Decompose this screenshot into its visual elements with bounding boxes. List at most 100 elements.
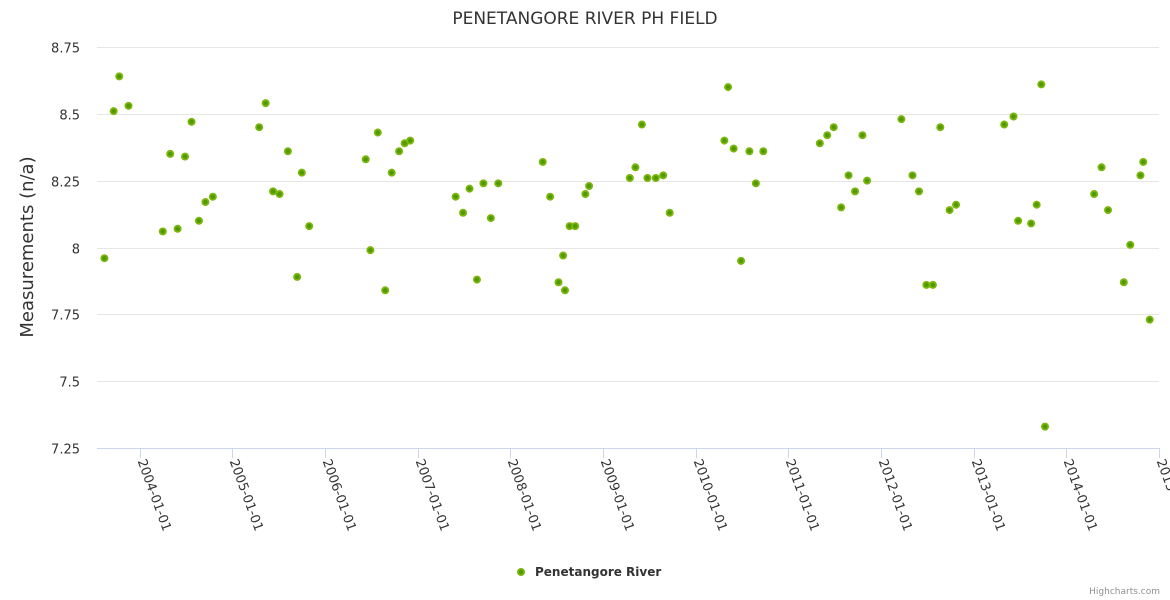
data-point[interactable] (737, 256, 746, 265)
data-point[interactable] (559, 251, 568, 260)
data-point[interactable] (395, 147, 404, 156)
data-point[interactable] (851, 187, 860, 196)
data-point[interactable] (1027, 219, 1036, 228)
data-point[interactable] (745, 147, 754, 156)
data-point[interactable] (381, 286, 390, 295)
data-point-core (160, 229, 165, 234)
data-point[interactable] (565, 222, 574, 231)
credits-link[interactable]: Highcharts.com (1089, 587, 1160, 597)
data-point[interactable] (486, 214, 495, 223)
data-point[interactable] (158, 227, 167, 236)
data-point[interactable] (914, 187, 923, 196)
data-point[interactable] (863, 176, 872, 185)
data-point[interactable] (387, 168, 396, 177)
data-point[interactable] (1139, 157, 1148, 166)
data-point[interactable] (366, 246, 375, 255)
data-point[interactable] (637, 120, 646, 129)
legend[interactable]: Penetangore River (517, 565, 661, 579)
data-point[interactable] (194, 216, 203, 225)
data-point[interactable] (373, 128, 382, 137)
data-point[interactable] (844, 171, 853, 180)
data-point[interactable] (751, 179, 760, 188)
data-point[interactable] (952, 200, 961, 209)
data-point[interactable] (724, 83, 733, 92)
data-point[interactable] (173, 224, 182, 233)
data-point-core (947, 207, 952, 213)
data-point[interactable] (406, 136, 415, 145)
data-point[interactable] (115, 72, 124, 81)
data-point[interactable] (181, 152, 190, 161)
data-point[interactable] (665, 208, 674, 217)
data-point[interactable] (1136, 171, 1145, 180)
data-point[interactable] (305, 222, 314, 231)
data-point[interactable] (922, 280, 931, 289)
data-point[interactable] (459, 208, 468, 217)
data-point[interactable] (1119, 278, 1128, 287)
data-point[interactable] (823, 131, 832, 140)
data-point[interactable] (1014, 216, 1023, 225)
series-penetangore-river[interactable] (100, 72, 1154, 431)
data-point[interactable] (1032, 200, 1041, 209)
data-point[interactable] (275, 190, 284, 199)
data-point[interactable] (538, 157, 547, 166)
data-point-core (263, 100, 268, 106)
data-point[interactable] (759, 147, 768, 156)
data-point[interactable] (451, 192, 460, 201)
data-point[interactable] (585, 182, 594, 191)
data-point[interactable] (651, 173, 660, 182)
legend-item-penetangore-river[interactable]: Penetangore River (535, 565, 661, 579)
data-point[interactable] (908, 171, 917, 180)
data-point[interactable] (928, 280, 937, 289)
data-point[interactable] (479, 179, 488, 188)
data-point[interactable] (1037, 80, 1046, 89)
data-point[interactable] (1000, 120, 1009, 129)
data-point[interactable] (729, 144, 738, 153)
data-point[interactable] (1097, 163, 1106, 172)
data-point[interactable] (255, 123, 264, 132)
data-point-core (738, 258, 744, 264)
data-point[interactable] (829, 123, 838, 132)
data-point[interactable] (100, 254, 109, 263)
data-point[interactable] (1126, 240, 1135, 249)
data-point[interactable] (659, 171, 668, 180)
data-point[interactable] (625, 173, 634, 182)
data-point[interactable] (554, 278, 563, 287)
data-point[interactable] (720, 136, 729, 145)
data-point[interactable] (1041, 422, 1050, 431)
data-point[interactable] (187, 117, 196, 126)
data-point[interactable] (571, 222, 580, 231)
data-point[interactable] (560, 286, 569, 295)
data-point-core (256, 125, 262, 130)
data-point[interactable] (208, 192, 217, 201)
data-point[interactable] (166, 149, 175, 158)
data-point[interactable] (361, 155, 370, 164)
data-point-core (270, 189, 276, 194)
data-point[interactable] (945, 206, 954, 215)
data-point[interactable] (269, 187, 278, 196)
data-point[interactable] (124, 101, 133, 110)
data-point[interactable] (465, 184, 474, 193)
data-point[interactable] (1145, 315, 1154, 324)
data-point[interactable] (494, 179, 503, 188)
data-point[interactable] (297, 168, 306, 177)
data-point[interactable] (631, 163, 640, 172)
data-point[interactable] (1009, 112, 1018, 121)
data-point-core (725, 84, 731, 90)
data-point[interactable] (201, 198, 210, 207)
data-point[interactable] (472, 275, 481, 284)
data-point[interactable] (1090, 190, 1099, 199)
data-point[interactable] (897, 115, 906, 124)
data-point[interactable] (546, 192, 555, 201)
data-point[interactable] (1104, 206, 1113, 215)
data-point[interactable] (643, 173, 652, 182)
data-point[interactable] (293, 272, 302, 281)
data-point-core (210, 194, 216, 199)
data-point[interactable] (283, 147, 292, 156)
data-point[interactable] (858, 131, 867, 140)
data-point[interactable] (936, 123, 945, 132)
data-point[interactable] (109, 107, 118, 116)
data-point[interactable] (581, 190, 590, 199)
data-point[interactable] (261, 99, 270, 108)
data-point[interactable] (815, 139, 824, 148)
data-point[interactable] (837, 203, 846, 212)
